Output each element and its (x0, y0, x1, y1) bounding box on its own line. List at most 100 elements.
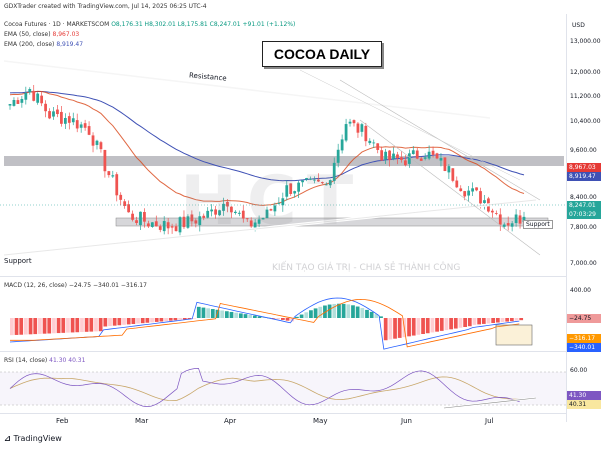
candle-body (340, 139, 344, 151)
candle-body (411, 150, 415, 155)
candle-body (48, 111, 51, 119)
macd-label: MACD (12, 26, close) (4, 282, 67, 289)
channel-line-lower (359, 119, 541, 256)
macd-histogram-bar (108, 318, 112, 327)
candle-body (237, 212, 241, 214)
macd-histogram-bar (257, 316, 262, 318)
candle-body (285, 185, 289, 197)
macd-histogram-bar (61, 318, 66, 333)
x-axis-label: Feb (56, 417, 69, 425)
macd-histogram-bar (281, 318, 285, 320)
macd-histogram-bar (103, 318, 108, 327)
macd-histogram-bar (131, 318, 136, 324)
candle-body (135, 220, 138, 223)
candle-body (103, 149, 107, 172)
pane-divider-macd[interactable] (0, 276, 566, 277)
candle-body (376, 143, 380, 150)
chart-title-box: COCOA DAILY (262, 41, 382, 67)
candle-body (328, 180, 332, 186)
candle-body (36, 93, 40, 103)
macd-histogram-bar (309, 310, 313, 318)
candle-body (360, 124, 364, 132)
macd-legend[interactable]: MACD (12, 26, close) −24.75 −340.01 −316… (4, 282, 147, 289)
price-axis-label: 13,000.00 (570, 38, 601, 45)
candle-body (265, 209, 269, 219)
candle-body (431, 150, 435, 155)
macd-histogram-bar (271, 318, 276, 319)
candle-body (447, 166, 451, 173)
candle-body (356, 123, 360, 133)
candle-body (12, 99, 16, 106)
macd-histogram-bar (365, 309, 369, 318)
macd-histogram-bar (323, 305, 327, 318)
ema200-legend[interactable]: EMA (200, close) 8,919.47 (4, 41, 83, 48)
macd-histogram-bar (397, 318, 402, 338)
chart-canvas[interactable] (0, 0, 566, 420)
x-axis-label: Mar (135, 417, 149, 425)
macd-hist-tag: −24.75 (567, 314, 601, 323)
candle-body (75, 120, 79, 129)
time-axis-border (0, 413, 566, 414)
candle-body (459, 188, 463, 192)
candle-body (233, 211, 237, 213)
macd-histogram-bar (458, 318, 463, 328)
macd-histogram-bar (318, 306, 323, 318)
candle-body (71, 118, 75, 123)
pane-divider-rsi[interactable] (0, 351, 566, 352)
candle-body (147, 223, 150, 227)
macd-histogram-bar (481, 318, 486, 324)
candle-body (170, 226, 174, 228)
candle-body (364, 125, 368, 142)
macd-histogram-bar (187, 318, 192, 320)
macd-histogram-bar (112, 318, 117, 326)
macd-histogram-bar (168, 318, 173, 321)
candle-body (67, 116, 71, 123)
macd-histogram-bar (98, 318, 103, 332)
candle-body (490, 210, 494, 213)
candle-body (87, 126, 91, 135)
x-axis-label: May (313, 417, 328, 425)
candle-body (388, 150, 391, 161)
candle-body (502, 224, 506, 227)
macd-histogram-bar (224, 311, 229, 318)
macd-histogram-bar (154, 318, 159, 322)
candle-body (111, 175, 115, 177)
candle-body (443, 157, 447, 171)
tradingview-logo-icon: ⊿ (4, 434, 14, 443)
macd-histogram-bar (66, 318, 70, 333)
macd-histogram-bar (514, 318, 519, 321)
candle-body (479, 191, 482, 204)
rsi-tag: 41.30 (567, 391, 601, 400)
macd-histogram-bar (210, 309, 215, 318)
tradingview-footer[interactable]: ⊿ TradingView (4, 434, 62, 443)
macd-histogram-bar (159, 318, 164, 322)
candle-body (404, 160, 407, 166)
macd-histogram-bar (178, 318, 182, 320)
macd-histogram-bar (38, 318, 42, 334)
candle-body (143, 211, 146, 222)
macd-histogram-bar (421, 318, 425, 334)
macd-histogram-bar (84, 318, 89, 332)
macd-histogram-bar (299, 314, 304, 318)
ema50-legend[interactable]: EMA (50, close) 8,967.03 (4, 31, 79, 38)
candle-body (277, 203, 281, 204)
price-axis-border (566, 14, 567, 422)
candle-body (115, 174, 119, 196)
candle-body (60, 111, 63, 124)
candle-body (281, 198, 285, 206)
macd-histogram-bar (472, 318, 477, 325)
support-label-right: Support (523, 220, 553, 229)
macd-histogram-bar (238, 313, 243, 318)
ema50-label: EMA (50, close) (4, 31, 51, 38)
macd-histogram-bar (519, 318, 524, 321)
rsi-legend[interactable]: RSI (14, close) 41.30 40.31 (4, 357, 85, 364)
candle-body (32, 90, 36, 101)
macd-histogram-bar (388, 318, 393, 340)
watermark-logo: HCT (180, 162, 364, 241)
candle-body (241, 210, 245, 219)
macd-histogram-bar (201, 307, 206, 318)
candle-body (182, 216, 186, 228)
candle-body (249, 220, 253, 227)
macd-histogram-bar (196, 306, 201, 318)
candle-body (166, 222, 170, 229)
